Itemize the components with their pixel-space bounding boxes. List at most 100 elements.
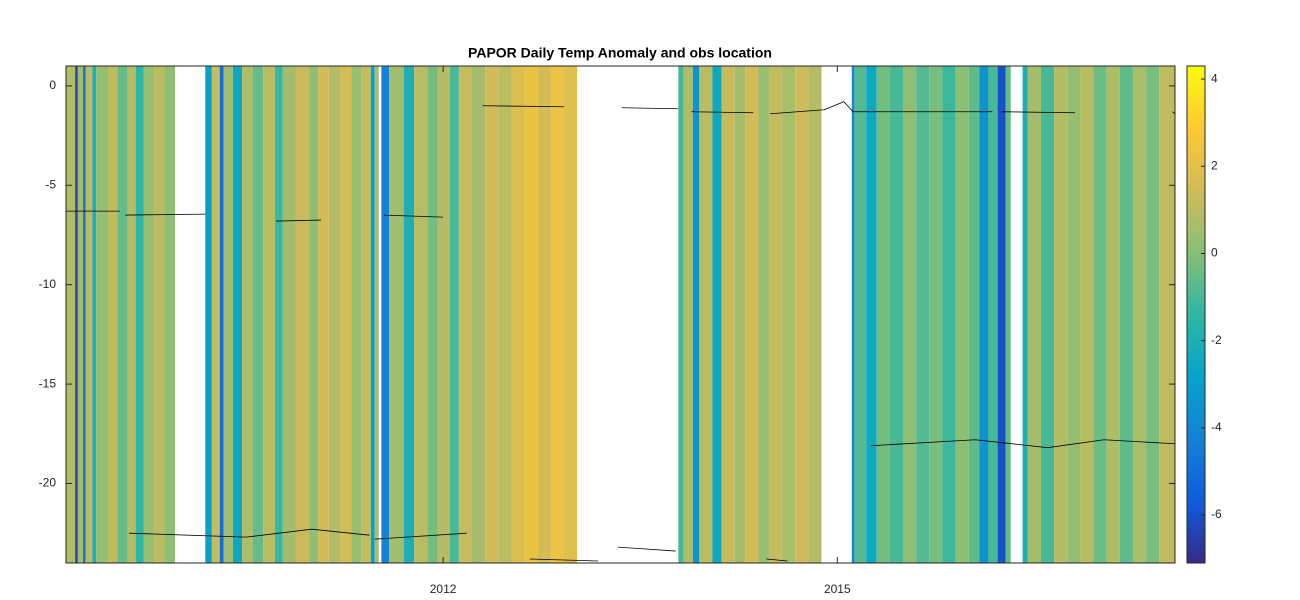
anomaly-stripe: [1040, 66, 1055, 563]
anomaly-stripe: [1106, 66, 1120, 563]
anomaly-stripe: [154, 66, 165, 563]
anomaly-stripe: [485, 66, 499, 563]
anomaly-stripe: [979, 66, 989, 563]
anomaly-stripe: [381, 66, 390, 563]
anomaly-stripe: [85, 66, 93, 563]
anomaly-stripe: [1119, 66, 1133, 563]
obs-line: [374, 532, 467, 540]
anomaly-stripe: [252, 66, 264, 563]
obs-line: [871, 439, 1176, 449]
anomaly-stripe: [1080, 66, 1094, 563]
anomaly-stripe: [282, 66, 296, 563]
anomaly-stripe: [903, 66, 917, 563]
anomaly-stripe: [164, 66, 176, 563]
colorbar-tick-label: -2: [1211, 333, 1222, 347]
anomaly-stripe: [211, 66, 220, 563]
colorbar-tick-label: -4: [1211, 420, 1222, 434]
plot-area: [66, 66, 1176, 563]
anomaly-stripe: [351, 66, 362, 563]
anomaly-stripe: [854, 66, 867, 563]
anomaly-stripe: [511, 66, 525, 563]
anomaly-stripe: [374, 66, 379, 563]
anomaly-stripe: [851, 66, 855, 563]
obs-line: [482, 105, 565, 108]
anomaly-stripe: [1132, 66, 1147, 563]
anomaly-stripe: [295, 66, 310, 563]
anomaly-stripe: [1146, 66, 1160, 563]
obs-line: [691, 111, 754, 114]
anomaly-stripe: [712, 66, 722, 563]
y-tick-label: -10: [39, 277, 57, 291]
anomaly-stripe: [876, 66, 890, 563]
anomaly-stripe: [997, 66, 1006, 563]
anomaly-stripe: [414, 66, 428, 563]
anomaly-stripe: [108, 66, 118, 563]
anomaly-stripe: [403, 66, 415, 563]
anomaly-stripe: [699, 66, 713, 563]
obs-line: [766, 558, 788, 562]
anomaly-stripe: [721, 66, 735, 563]
anomaly-stripe: [942, 66, 956, 563]
anomaly-stripe: [219, 66, 224, 563]
anomaly-stripe: [449, 66, 459, 563]
anomaly-stripe: [524, 66, 538, 563]
anomaly-stripe: [92, 66, 97, 563]
anomaly-stripe: [866, 66, 877, 563]
anomaly-stripe: [437, 66, 450, 563]
colorbar-tick-label: -6: [1211, 507, 1222, 521]
anomaly-stripe: [328, 66, 341, 563]
anomaly-stripe: [808, 66, 822, 563]
axes-box: [65, 65, 1176, 564]
x-tick-label: 2015: [824, 582, 851, 596]
anomaly-stripe: [205, 66, 212, 563]
anomaly-stripe: [427, 66, 438, 563]
anomaly-stripe: [889, 66, 904, 563]
anomaly-stripe: [340, 66, 352, 563]
anomaly-stripe: [309, 66, 319, 563]
anomaly-stripe: [550, 66, 564, 563]
anomaly-stripe: [929, 66, 943, 563]
anomaly-stripe: [1067, 66, 1081, 563]
anomaly-stripe: [75, 66, 78, 563]
chart-title: PAPOR Daily Temp Anomaly and obs locatio…: [468, 45, 772, 61]
x-tick-label: 2012: [430, 582, 457, 596]
anomaly-stripe: [563, 66, 578, 563]
anomaly-stripe: [232, 66, 243, 563]
anomaly-stripe: [83, 66, 86, 563]
y-tick-label: 0: [49, 78, 56, 92]
anomaly-stripe: [1093, 66, 1107, 563]
anomaly-stripe: [692, 66, 700, 563]
anomaly-stripe: [745, 66, 759, 563]
anomaly-stripe: [955, 66, 969, 563]
colorbar-tick-label: 4: [1211, 71, 1218, 85]
anomaly-stripe: [458, 66, 473, 563]
anomaly-stripe: [498, 66, 512, 563]
anomaly-stripe: [916, 66, 930, 563]
colorbar-tick-label: 0: [1211, 246, 1218, 260]
y-tick-label: -15: [39, 376, 57, 390]
anomaly-stripe: [782, 66, 796, 563]
obs-line: [621, 107, 679, 110]
anomaly-stripe: [795, 66, 809, 563]
y-tick-label: -5: [45, 177, 56, 191]
anomaly-stripe: [1054, 66, 1068, 563]
anomaly-stripe: [370, 66, 375, 563]
anomaly-stripe: [537, 66, 551, 563]
anomaly-stripe: [734, 66, 746, 563]
obs-line: [617, 546, 676, 552]
anomaly-stripe: [96, 66, 109, 563]
anomaly-stripe: [127, 66, 136, 563]
anomaly-stripe: [988, 66, 998, 563]
anomaly-stripe: [758, 66, 769, 563]
anomaly-stripe: [1022, 66, 1028, 563]
anomaly-stripe: [1005, 66, 1011, 563]
anomaly-stripe: [389, 66, 404, 563]
anomaly-stripe: [117, 66, 128, 563]
obs-line: [129, 528, 370, 538]
anomaly-stripe: [1027, 66, 1041, 563]
y-tick-label: -20: [39, 476, 57, 490]
colorbar-tick-label: 2: [1211, 158, 1218, 172]
anomaly-stripe: [968, 66, 980, 563]
